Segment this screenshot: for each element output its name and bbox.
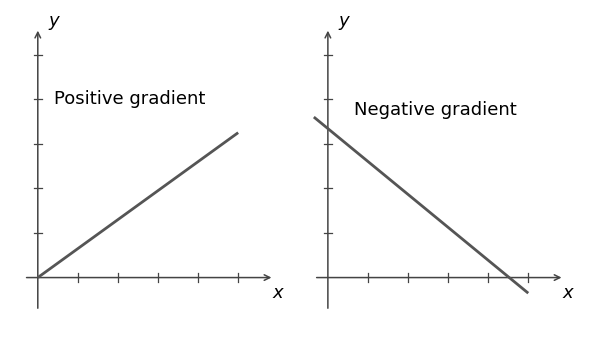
Text: Positive gradient: Positive gradient <box>54 90 205 108</box>
Text: Negative gradient: Negative gradient <box>354 101 517 119</box>
Text: $y$: $y$ <box>48 14 61 32</box>
Text: $x$: $x$ <box>272 284 285 302</box>
Text: $y$: $y$ <box>338 14 351 32</box>
Text: $x$: $x$ <box>562 284 575 302</box>
